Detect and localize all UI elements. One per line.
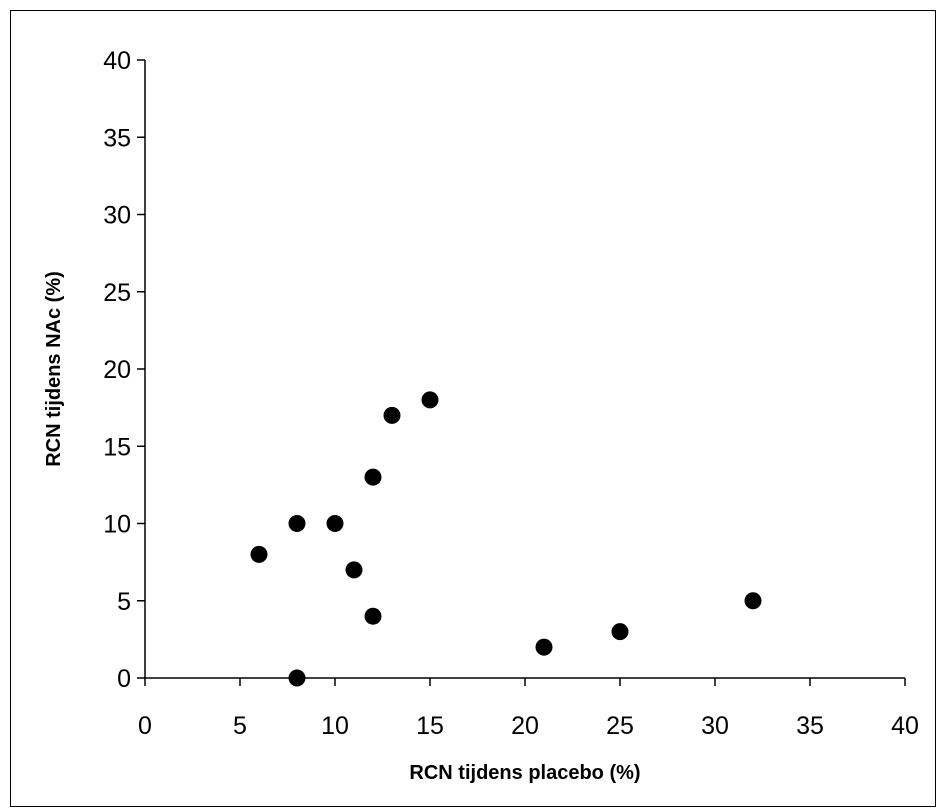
data-points — [250, 391, 762, 687]
data-point — [744, 592, 762, 610]
x-tick-label: 35 — [796, 712, 824, 740]
x-tick-label: 0 — [138, 712, 152, 740]
y-tick-label: 0 — [117, 665, 131, 693]
data-point — [364, 607, 382, 625]
x-tick-label: 5 — [233, 712, 247, 740]
chart-frame — [10, 10, 936, 807]
x-tick-label: 25 — [606, 712, 634, 740]
x-tick-label: 10 — [321, 712, 349, 740]
data-point — [535, 638, 553, 656]
data-point — [288, 669, 306, 687]
data-point — [326, 515, 344, 532]
y-axis-title: RCN tijdens NAc (%) — [43, 271, 65, 467]
y-tick-label: 15 — [103, 433, 131, 461]
data-point — [421, 391, 439, 409]
x-tick-label: 15 — [416, 712, 444, 740]
y-tick-label: 20 — [103, 356, 131, 384]
y-axis: 0 5 10 15 20 25 30 35 40 — [103, 47, 146, 693]
x-axis: 0 5 10 15 20 25 30 35 40 — [138, 677, 919, 740]
y-tick-label: 35 — [103, 124, 131, 152]
x-tick-label: 40 — [891, 712, 919, 740]
data-point — [611, 623, 629, 641]
y-tick-label: 30 — [103, 202, 131, 230]
data-point — [288, 515, 306, 532]
x-tick-label: 30 — [701, 712, 729, 740]
data-point — [364, 468, 382, 486]
data-point — [345, 561, 363, 579]
data-point — [383, 406, 401, 424]
x-axis-title: RCN tijdens placebo (%) — [409, 762, 640, 784]
y-tick-label: 25 — [103, 279, 131, 307]
y-tick-label: 10 — [103, 511, 131, 539]
y-tick-label: 40 — [103, 47, 131, 75]
x-tick-label: 20 — [511, 712, 539, 740]
y-tick-label: 5 — [117, 588, 131, 616]
data-point — [250, 545, 268, 563]
